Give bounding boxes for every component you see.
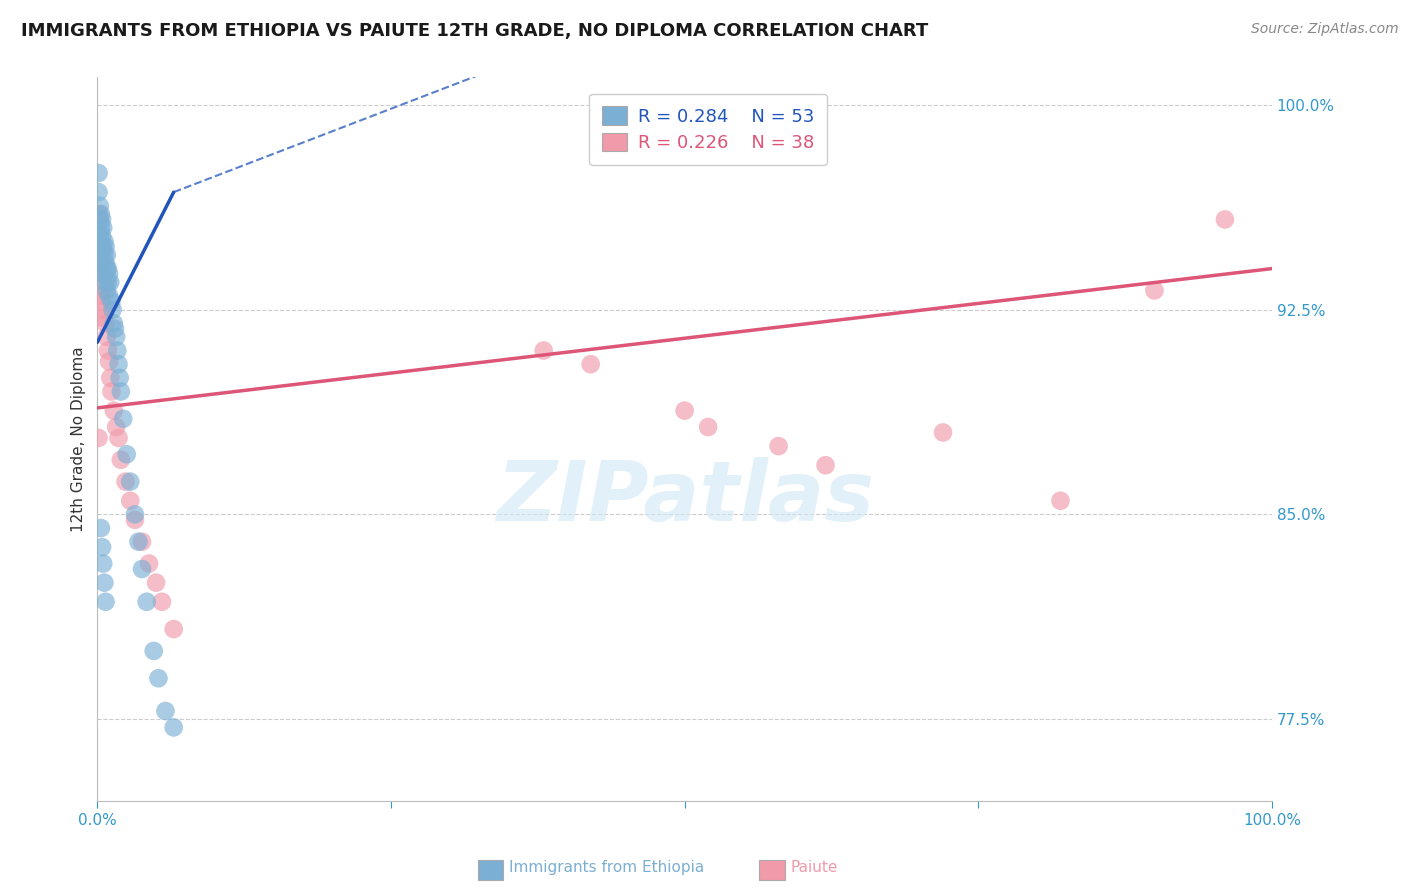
Point <box>96 330 118 344</box>
Point <box>97 275 120 289</box>
Text: ZIPatlas: ZIPatlas <box>496 457 873 538</box>
Point <box>87 207 110 221</box>
Point <box>94 240 117 254</box>
Point <box>163 622 186 636</box>
Point <box>94 595 117 609</box>
Point <box>87 431 110 445</box>
Point <box>105 330 128 344</box>
Point <box>98 354 121 368</box>
Point <box>673 403 696 417</box>
Point <box>533 343 555 358</box>
Point <box>124 508 146 522</box>
Y-axis label: 12th Grade, No Diploma: 12th Grade, No Diploma <box>72 346 86 533</box>
Point <box>91 284 114 298</box>
Text: Source: ZipAtlas.com: Source: ZipAtlas.com <box>1251 22 1399 37</box>
Point <box>98 275 121 289</box>
Point <box>579 357 602 371</box>
Point <box>768 439 790 453</box>
Point <box>96 261 118 276</box>
Point <box>1049 493 1071 508</box>
Point <box>93 575 115 590</box>
Point <box>932 425 955 440</box>
Point <box>101 302 124 317</box>
Point <box>93 302 115 317</box>
Point <box>90 240 112 254</box>
Point <box>142 644 165 658</box>
Text: IMMIGRANTS FROM ETHIOPIA VS PAIUTE 12TH GRADE, NO DIPLOMA CORRELATION CHART: IMMIGRANTS FROM ETHIOPIA VS PAIUTE 12TH … <box>21 22 928 40</box>
Point <box>98 267 121 281</box>
Point <box>93 248 115 262</box>
Point <box>91 294 114 309</box>
Point <box>110 452 132 467</box>
Point <box>91 240 114 254</box>
Point <box>150 595 173 609</box>
Point <box>115 447 138 461</box>
Point <box>89 199 111 213</box>
Point <box>120 493 142 508</box>
Point <box>127 534 149 549</box>
Point <box>91 228 114 243</box>
Point <box>91 248 114 262</box>
Point <box>105 343 128 358</box>
Point <box>97 261 120 276</box>
Point <box>131 534 153 549</box>
Text: Immigrants from Ethiopia: Immigrants from Ethiopia <box>509 861 704 875</box>
Point <box>100 384 122 399</box>
Point <box>97 343 120 358</box>
Point <box>91 220 114 235</box>
Text: Paiute: Paiute <box>790 861 838 875</box>
Point <box>107 431 129 445</box>
Point <box>98 289 121 303</box>
Point <box>94 275 117 289</box>
Point <box>103 403 125 417</box>
Point <box>87 185 110 199</box>
Point <box>93 235 115 249</box>
Point <box>89 212 111 227</box>
Point <box>93 267 115 281</box>
Point <box>1143 284 1166 298</box>
Point <box>131 562 153 576</box>
Point <box>110 384 132 399</box>
Point <box>90 256 112 270</box>
Point <box>148 671 170 685</box>
Point <box>87 166 110 180</box>
Point <box>89 240 111 254</box>
Point <box>114 475 136 489</box>
Point <box>107 357 129 371</box>
Point <box>120 475 142 489</box>
Point <box>814 458 837 473</box>
Point <box>98 371 121 385</box>
Point <box>94 256 117 270</box>
Point <box>697 420 720 434</box>
Point <box>96 284 118 298</box>
Point <box>90 289 112 303</box>
Point <box>100 294 122 309</box>
Point <box>94 316 117 330</box>
Point <box>91 540 114 554</box>
Point <box>90 207 112 221</box>
Point <box>90 521 112 535</box>
Point <box>89 228 111 243</box>
Point <box>124 513 146 527</box>
Point <box>96 248 118 262</box>
Point <box>135 595 157 609</box>
Point <box>103 316 125 330</box>
Legend: R = 0.284    N = 53, R = 0.226    N = 38: R = 0.284 N = 53, R = 0.226 N = 38 <box>589 94 827 165</box>
Point <box>163 720 186 734</box>
Point <box>91 267 114 281</box>
Point <box>138 557 160 571</box>
Point <box>91 261 114 276</box>
Point <box>155 704 177 718</box>
Point <box>104 321 127 335</box>
Point <box>91 557 114 571</box>
Point <box>145 575 167 590</box>
Point <box>112 412 135 426</box>
Point <box>108 371 131 385</box>
Point <box>90 220 112 235</box>
Point <box>1213 212 1236 227</box>
Point <box>91 212 114 227</box>
Point <box>105 420 128 434</box>
Point <box>91 310 114 325</box>
